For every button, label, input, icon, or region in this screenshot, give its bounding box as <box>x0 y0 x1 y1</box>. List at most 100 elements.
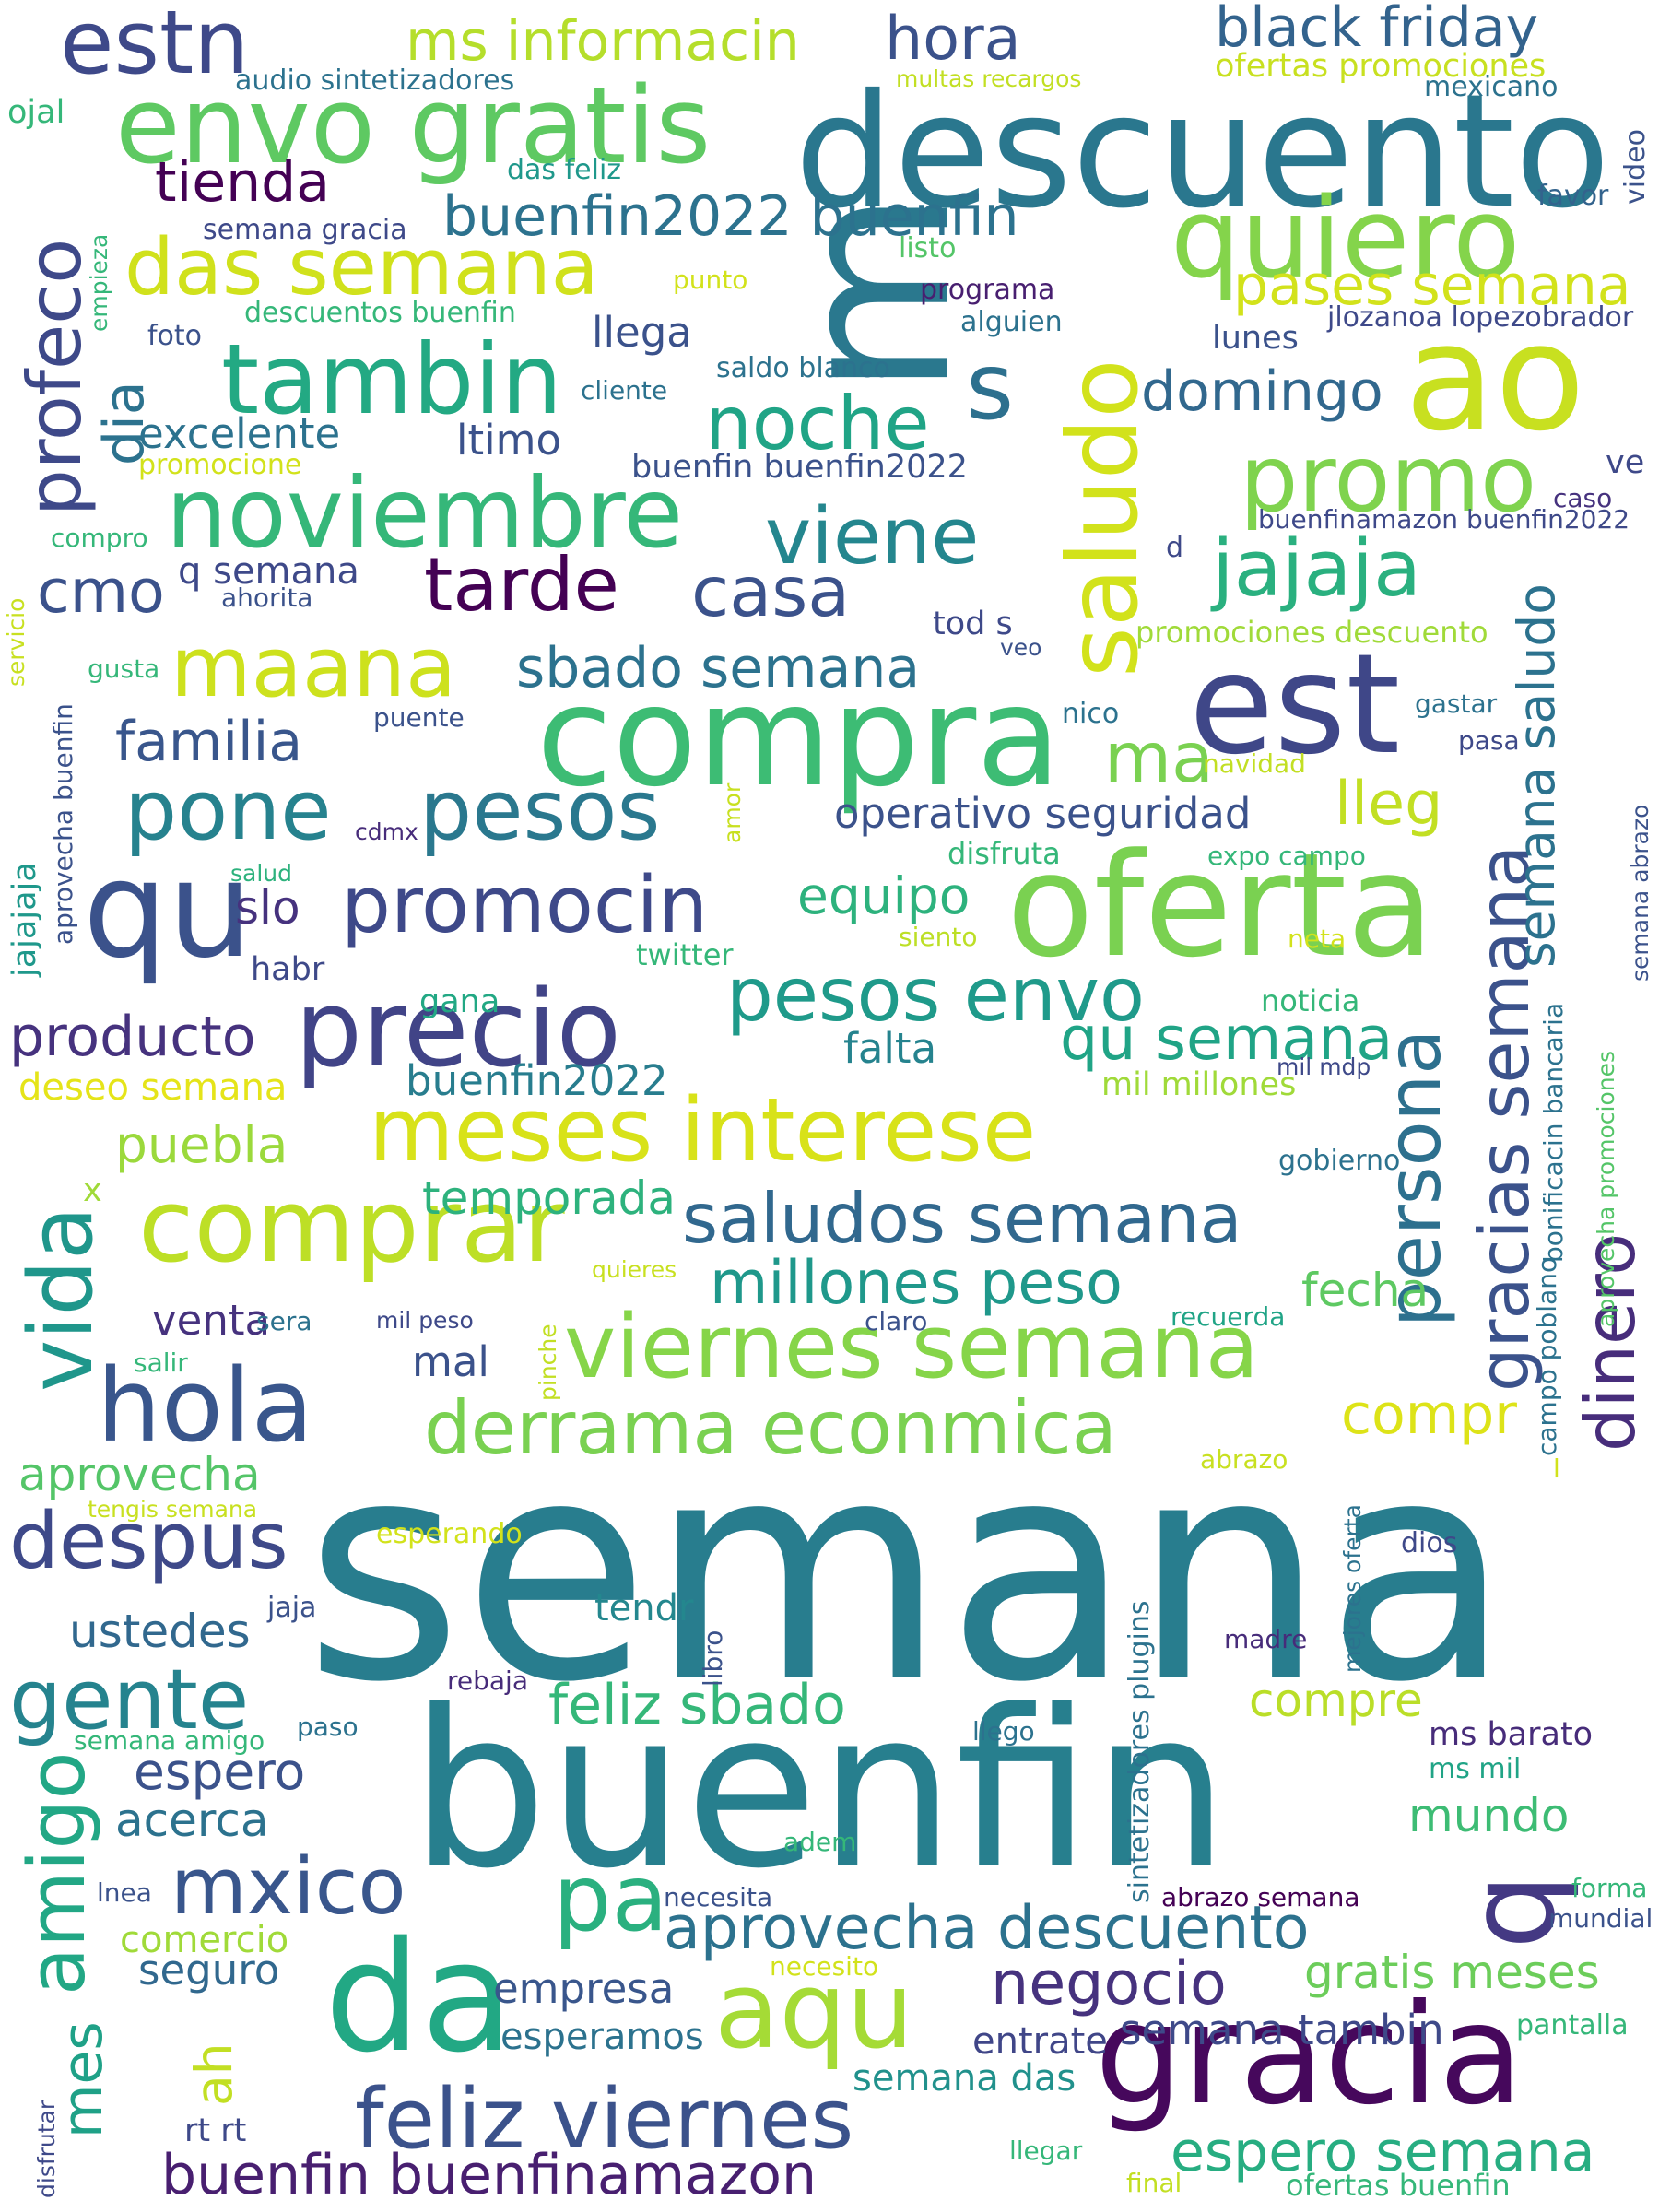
word-forma: forma <box>1571 1873 1648 1903</box>
word-x: x <box>83 1172 102 1209</box>
word-semana-das: semana das <box>853 2057 1077 2100</box>
word-recuerda: recuerda <box>1171 1301 1286 1332</box>
word-mes: mes <box>51 2021 115 2138</box>
word-jajajaja: jajajaja <box>6 862 43 977</box>
word-sintetizadores-plugins: sintetizadores plugins <box>1124 1600 1156 1903</box>
word-foto: foto <box>147 320 203 352</box>
word-ofertas-buenfin: ofertas buenfin <box>1286 2168 1511 2203</box>
word-twitter: twitter <box>636 937 734 972</box>
word-q-semana: q semana <box>178 550 359 593</box>
word-ve: ve <box>1606 444 1645 481</box>
word-aqu: aqu <box>714 1949 914 2073</box>
word-pantalla: pantalla <box>1516 2009 1629 2041</box>
word-das-semana: das semana <box>124 222 599 313</box>
word-pases-semana: pases semana <box>1233 253 1631 318</box>
word-pesos: pesos <box>419 762 661 859</box>
word-equipo: equipo <box>797 866 971 925</box>
word-vida: vida <box>11 1206 112 1392</box>
word-viene: viene <box>765 491 980 582</box>
word-tengis-semana: tengis semana <box>88 1496 258 1523</box>
word-necesito: necesito <box>770 1951 879 1982</box>
word-puente: puente <box>373 702 465 733</box>
word-jlozanoa-lopezobrador: jlozanoa lopezobrador <box>1327 301 1634 334</box>
word-punto: punto <box>673 265 748 295</box>
word-tambin: tambin <box>221 324 563 436</box>
word-servicio: servicio <box>3 597 29 687</box>
word-aprovecha-promociones: aprovecha promociones <box>1593 1050 1619 1327</box>
word-audio-sintetizadores: audio sintetizadores <box>235 65 515 97</box>
word-buenfin: buenfin <box>410 1665 1230 1916</box>
word-llego: llego <box>972 1716 1035 1747</box>
word-falta: falta <box>843 1024 937 1073</box>
word-promociones-descuento: promociones descuento <box>1135 615 1488 650</box>
word-listo: listo <box>899 232 957 265</box>
word-disfrutar: disfrutar <box>33 2100 60 2198</box>
word-necesita: necesita <box>664 1882 773 1912</box>
word-precio: precio <box>295 968 622 1091</box>
word-siento: siento <box>899 922 978 952</box>
word-ms-mil: ms mil <box>1429 1753 1522 1785</box>
word-domingo: domingo <box>1141 359 1383 424</box>
word-promo: promo <box>1240 425 1537 533</box>
word-oferta: oferta <box>1006 822 1435 989</box>
word-salir: salir <box>134 1347 188 1378</box>
word-caso: caso <box>1553 483 1613 513</box>
word-espero: espero <box>134 1742 306 1801</box>
word-compro: compro <box>51 523 148 553</box>
word-mundial: mundial <box>1548 1903 1653 1934</box>
word-habr: habr <box>251 951 325 988</box>
word-neta: neta <box>1288 924 1347 954</box>
word-envo-gratis: envo gratis <box>115 65 712 188</box>
word-cmo: cmo <box>37 558 165 627</box>
word-libro: libro <box>698 1630 728 1687</box>
word-ojal: ojal <box>7 94 65 131</box>
word-compr: compr <box>1341 1382 1517 1447</box>
word-empresa: empresa <box>493 1964 675 2013</box>
word-campo-poblano: campo poblano <box>1532 1256 1562 1456</box>
word-claro: claro <box>865 1306 928 1336</box>
word-semana-gracia: semana gracia <box>203 214 407 246</box>
word-despus: despus <box>9 1496 288 1587</box>
word-s: s <box>966 333 1015 441</box>
word-casa: casa <box>691 551 851 632</box>
word-buenfin2022-buenfin: buenfin2022 buenfin <box>442 184 1019 249</box>
word-compra: compra <box>536 657 1062 818</box>
word-deseo-semana: deseo semana <box>18 1066 288 1109</box>
word-gastar: gastar <box>1415 688 1498 719</box>
word-cliente: cliente <box>581 375 668 406</box>
word-llegar: llegar <box>1009 2136 1083 2166</box>
word-buenfinamazon-buenfin2022: buenfinamazon buenfin2022 <box>1258 504 1630 535</box>
word-jajaja: jajaja <box>1212 524 1422 615</box>
word-temporada: temporada <box>422 1171 676 1225</box>
word-aprovecha-buenfin: aprovecha buenfin <box>48 703 78 945</box>
word-cdmx: cdmx <box>355 818 418 845</box>
word-das-feliz: das feliz <box>507 154 622 186</box>
word-gratis-meses: gratis meses <box>1304 1946 1600 1999</box>
word-venta: venta <box>152 1296 271 1345</box>
word-empieza: empieza <box>86 233 112 332</box>
word-navidad: navidad <box>1203 748 1306 779</box>
word-mal: mal <box>412 1337 489 1386</box>
word-rebaja: rebaja <box>447 1665 528 1696</box>
word-pa: pa <box>553 1844 668 1952</box>
word-gusta: gusta <box>88 653 160 684</box>
word-qu: qu <box>83 832 253 988</box>
word-programa: programa <box>920 274 1055 306</box>
word-comercio: comercio <box>120 1919 289 1961</box>
word-buenfin-buenfinamazon: buenfin buenfinamazon <box>161 2143 818 2207</box>
word-pesos-envo: pesos envo <box>726 952 1145 1038</box>
word-pinche: pinche <box>535 1324 561 1401</box>
word-mil-mdp: mil mdp <box>1277 1053 1371 1080</box>
word-ms-barato: ms barato <box>1429 1716 1594 1753</box>
word-fecha: fecha <box>1301 1264 1430 1317</box>
word-millones-peso: millones peso <box>710 1249 1123 1318</box>
word-entrate: entrate <box>972 2020 1108 2063</box>
word-negocio: negocio <box>991 1949 1227 2018</box>
word-noticia: noticia <box>1261 983 1360 1018</box>
word-aprovecha-descuento: aprovecha descuento <box>664 1894 1310 1963</box>
word-disfruta: disfruta <box>947 836 1061 871</box>
word-bonificacin-bancaria: bonificacin bancaria <box>1538 1002 1569 1263</box>
word-lnea: lnea <box>97 1877 152 1908</box>
word-l: l <box>1553 1453 1560 1484</box>
